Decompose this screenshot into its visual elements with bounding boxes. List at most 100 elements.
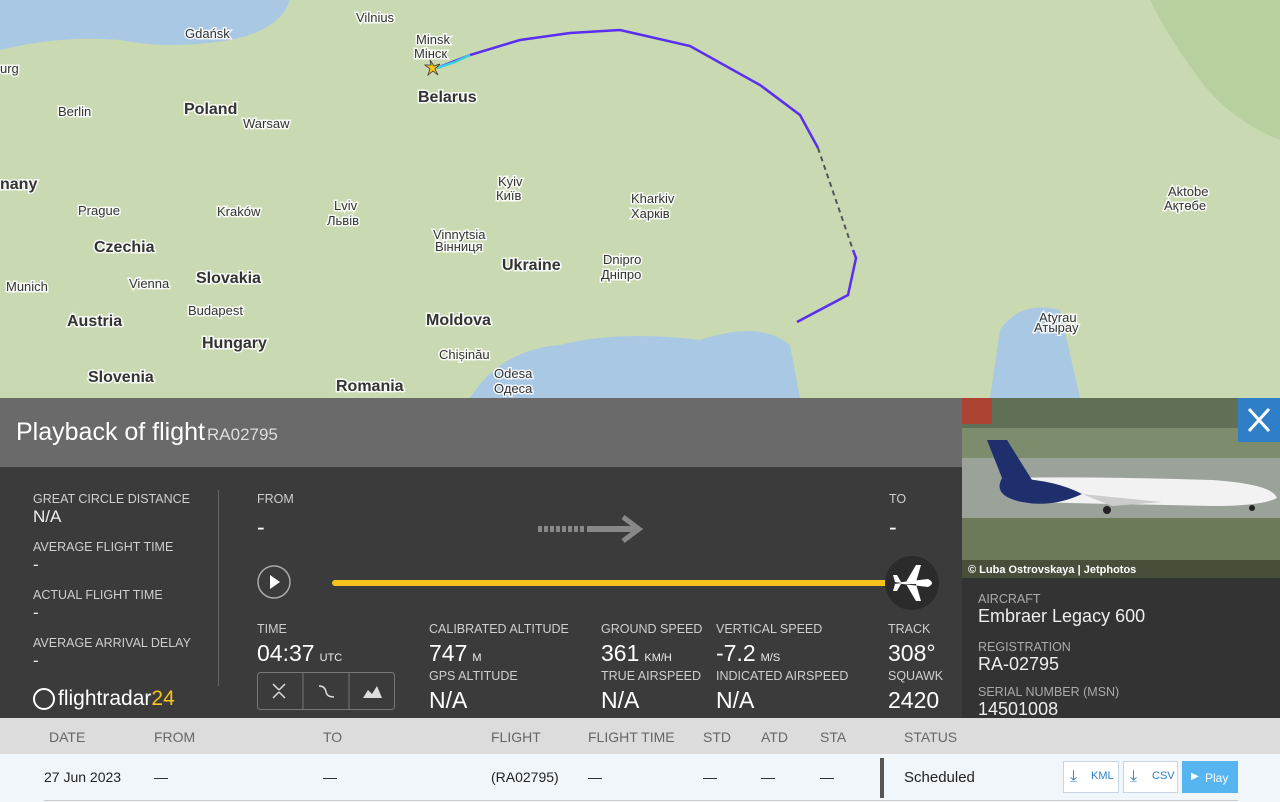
map-label: Kharkiv [631,191,675,206]
button-label: CSV [1152,770,1175,782]
metric-unit: M/S [760,652,781,664]
metric-label: TRUE AIRSPEED [601,669,702,683]
kml-button[interactable]: ⤓ KML [1063,761,1119,793]
metric-unit: M [472,652,482,664]
divider [218,490,219,686]
route-icon[interactable] [318,685,335,698]
progress-handle[interactable] [884,555,940,611]
metric-label: TRACK [888,622,931,636]
map-label: Chișinău [439,347,490,362]
map-label: Atyrau [1039,310,1077,325]
map-label: Gdańsk [185,26,230,41]
stat-value: - [33,603,39,622]
map-label: urg [0,61,19,76]
chart-icon[interactable] [363,686,382,698]
forest [1150,0,1280,140]
play-icon: ▶ [1191,771,1199,782]
close-button[interactable] [1238,398,1280,442]
field-label: REGISTRATION [978,640,1071,654]
cell: Scheduled [904,769,975,786]
map-label: Мінск [414,46,447,61]
map-label: Munich [6,279,48,294]
flight-path [436,28,820,149]
map-label: Атырау [1034,320,1079,335]
metric-unit: UTC [319,652,343,664]
map: Gdańsk Vilnius Minsk Мінск urg Berlin Po… [0,0,1280,398]
metric-value: 747 M [429,640,482,667]
route-arrow [538,515,644,543]
download-icon: ⤓ [1070,768,1078,785]
map-label: Lviv [334,198,358,213]
metric-label: GPS ALTITUDE [429,669,518,683]
play-button[interactable] [256,564,292,600]
metric-label: INDICATED AIRSPEED [716,669,849,683]
cell: — [703,769,717,785]
metric-label: SQUAWK [888,669,944,683]
column-header: FLIGHT TIME [588,729,675,745]
table-row[interactable]: 27 Jun 2023 — — (RA02795) — — — — Schedu… [0,754,1280,802]
cell: — [820,769,834,785]
play-row-button[interactable]: ▶ Play [1182,761,1238,793]
stat-label: ACTUAL FLIGHT TIME [33,588,163,602]
map-label: Ақтөбе [1164,198,1206,213]
field-label: SERIAL NUMBER (MSN) [978,685,1120,699]
panel-title: Playback of flight [16,418,205,446]
csv-button[interactable]: ⤓ CSV [1123,761,1178,793]
column-header: FLIGHT [491,729,541,745]
map-label: Kraków [217,204,261,219]
metric-number: 04:37 [257,640,315,666]
stat-label: AVERAGE FLIGHT TIME [33,540,174,554]
map-label: Slovakia [196,270,261,287]
column-header: DATE [49,729,86,745]
field-value: Embraer Legacy 600 [978,606,1146,626]
map-label: Odesa [494,366,533,381]
from-value: - [257,514,265,540]
playback-panel: Playback of flight RA02795 GREAT CIRCLE … [0,398,962,718]
field-label: AIRCRAFT [978,592,1041,606]
column-header: FROM [154,729,196,745]
aircraft-marker[interactable] [423,59,441,77]
flight-path-start [436,53,471,70]
column-header: STD [703,729,731,745]
aircraft-panel: © Luba Ostrovskaya | Jetphotos AIRCRAFT … [962,398,1280,719]
metric-label: VERTICAL SPEED [716,622,823,636]
metric-value: -7.2 M/S [716,640,780,667]
cell: (RA02795) [491,769,559,785]
stat-value: N/A [33,507,62,526]
aircraft-photo: © Luba Ostrovskaya | Jetphotos [962,398,1280,578]
metric-label: TIME [257,622,287,636]
metric-number: 747 [429,640,468,666]
map-label: Київ [496,188,521,203]
stat-label: GREAT CIRCLE DISTANCE [33,492,190,506]
panel-header: Playback of flight RA02795 [0,398,962,467]
metric-value: 361 KM/H [601,640,672,667]
collapse-icon[interactable] [272,683,286,699]
map-label: Warsaw [243,116,290,131]
map-label: nany [0,176,37,193]
map-label: Dnipro [603,252,641,267]
cell: — [323,769,337,785]
to-value: - [889,514,897,540]
map-land [0,0,1280,398]
map-label: Berlin [58,104,91,119]
playback-progress[interactable] [332,580,912,586]
map-label: Вінниця [435,239,483,254]
field-value: 14501008 [978,699,1059,719]
stat-label: AVERAGE ARRIVAL DELAY [33,636,191,650]
map-label: Vienna [129,276,170,291]
metric-value: N/A [429,687,468,713]
metric-value: N/A [716,687,755,713]
baltic-sea [0,0,290,50]
map-label: Czechia [94,239,155,256]
map-label: Prague [78,203,120,218]
button-label: KML [1091,770,1114,782]
status-bar [880,758,884,798]
map-label: Ukraine [502,257,561,274]
map-label: Moldova [426,312,491,329]
download-icon: ⤓ [1130,768,1138,785]
metric-value: 2420 [888,687,940,713]
column-header: STA [820,729,847,745]
metric-number: 361 [601,640,640,666]
map-label: Austria [67,313,122,330]
